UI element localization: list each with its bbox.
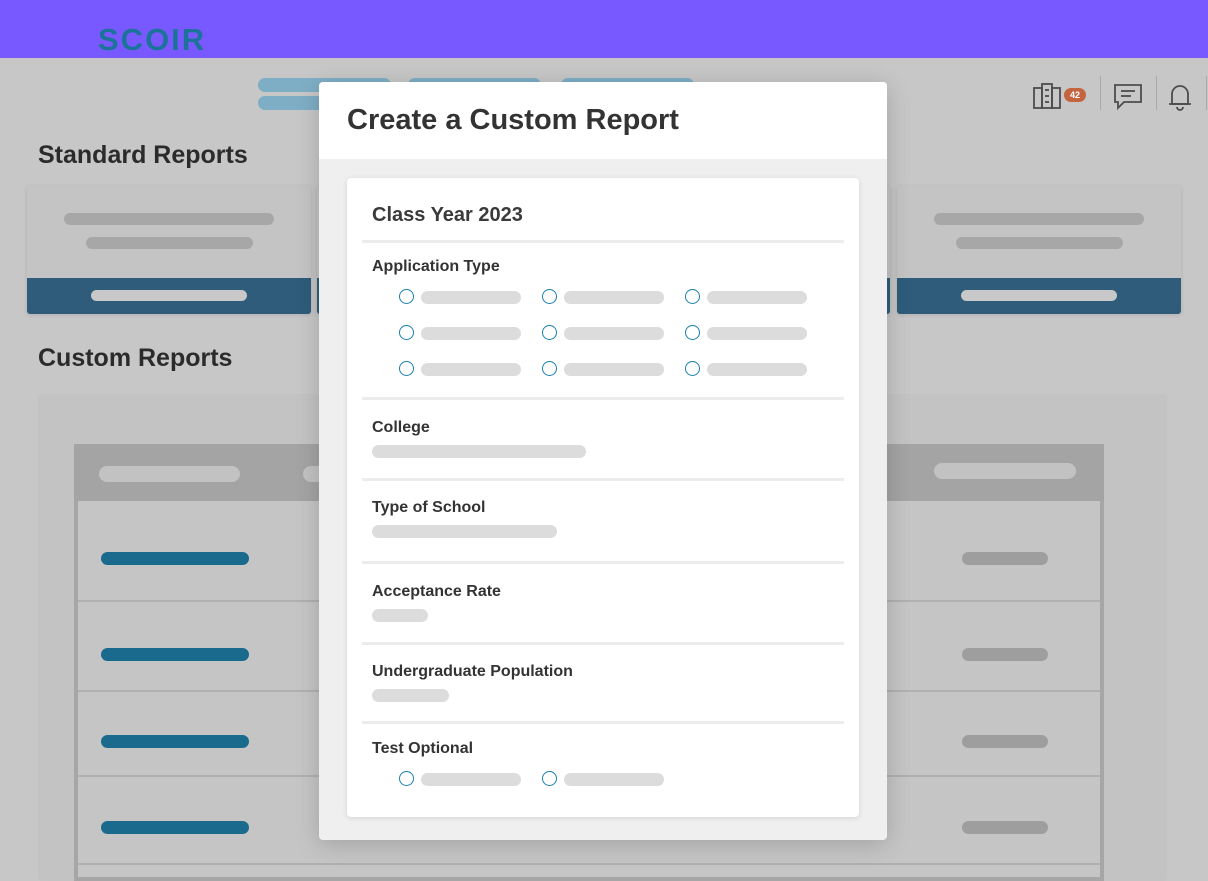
header-divider — [1100, 76, 1101, 110]
column-header-placeholder[interactable] — [934, 463, 1076, 479]
report-link[interactable] — [101, 735, 249, 748]
notification-count-badge: 42 — [1064, 88, 1086, 102]
card-placeholder-text — [86, 237, 253, 249]
card-placeholder-text — [956, 237, 1123, 249]
type-of-school-label: Type of School — [372, 499, 486, 516]
option-placeholder-text — [707, 327, 807, 340]
section-divider — [362, 240, 844, 243]
row-value-placeholder — [962, 735, 1048, 748]
option-placeholder-text — [421, 291, 521, 304]
application-type-radio[interactable] — [542, 289, 557, 304]
test-optional-label: Test Optional — [372, 740, 474, 757]
section-divider — [362, 642, 844, 645]
row-value-placeholder — [962, 648, 1048, 661]
test-optional-radio[interactable] — [399, 771, 414, 786]
college-label: College — [372, 419, 430, 436]
section-divider — [362, 721, 844, 724]
section-divider — [362, 397, 844, 400]
college-selector[interactable] — [372, 445, 586, 458]
application-type-radio[interactable] — [399, 289, 414, 304]
application-type-radio[interactable] — [399, 361, 414, 376]
acceptance-rate-selector[interactable] — [372, 609, 428, 622]
application-type-radio[interactable] — [399, 325, 414, 340]
modal-header: Create a Custom Report — [319, 82, 887, 159]
application-type-radio[interactable] — [685, 361, 700, 376]
notification-bell-icon[interactable] — [1162, 78, 1198, 114]
undergraduate-population-label: Undergraduate Population — [372, 663, 573, 680]
standard-report-card[interactable] — [27, 186, 311, 314]
option-placeholder-text — [564, 773, 664, 786]
undergraduate-population-selector[interactable] — [372, 689, 449, 702]
header-divider — [1206, 76, 1207, 110]
option-placeholder-text — [564, 363, 664, 376]
modal-title: Create a Custom Report — [347, 104, 679, 136]
row-value-placeholder — [962, 821, 1048, 834]
option-placeholder-text — [707, 291, 807, 304]
acceptance-rate-label: Acceptance Rate — [372, 583, 501, 600]
report-link[interactable] — [101, 552, 249, 565]
report-filter-card: Class Year 2023 Application Type College… — [347, 178, 859, 817]
row-value-placeholder — [962, 552, 1048, 565]
standard-reports-title: Standard Reports — [38, 141, 248, 169]
column-header-placeholder[interactable] — [99, 466, 240, 482]
option-placeholder-text — [564, 327, 664, 340]
card-action-button[interactable] — [27, 278, 311, 314]
card-placeholder-text — [64, 213, 274, 225]
create-custom-report-modal: Create a Custom Report Class Year 2023 A… — [319, 82, 887, 840]
table-row-divider — [78, 863, 1100, 865]
standard-report-card[interactable] — [897, 186, 1181, 314]
option-placeholder-text — [421, 363, 521, 376]
section-divider — [362, 561, 844, 564]
application-type-radio[interactable] — [542, 325, 557, 340]
custom-reports-title: Custom Reports — [38, 344, 233, 372]
report-link[interactable] — [101, 821, 249, 834]
option-placeholder-text — [421, 773, 521, 786]
card-action-button[interactable] — [897, 278, 1181, 314]
college-building-icon[interactable] — [1030, 78, 1066, 114]
option-placeholder-text — [564, 291, 664, 304]
test-optional-radio[interactable] — [542, 771, 557, 786]
application-type-radio[interactable] — [685, 289, 700, 304]
class-year-title: Class Year 2023 — [372, 204, 523, 226]
button-placeholder-text — [91, 290, 247, 301]
application-type-label: Application Type — [372, 258, 500, 275]
chat-message-icon[interactable] — [1110, 78, 1146, 114]
logo-text: SCOIR — [98, 22, 207, 57]
top-banner — [0, 0, 1208, 58]
option-placeholder-text — [421, 327, 521, 340]
section-divider — [362, 478, 844, 481]
option-placeholder-text — [707, 363, 807, 376]
card-placeholder-text — [934, 213, 1144, 225]
type-of-school-selector[interactable] — [372, 525, 557, 538]
report-link[interactable] — [101, 648, 249, 661]
header-divider — [1156, 76, 1157, 110]
scoir-logo[interactable]: SCOIR — [98, 22, 206, 58]
application-type-radio[interactable] — [685, 325, 700, 340]
button-placeholder-text — [961, 290, 1117, 301]
application-type-radio[interactable] — [542, 361, 557, 376]
